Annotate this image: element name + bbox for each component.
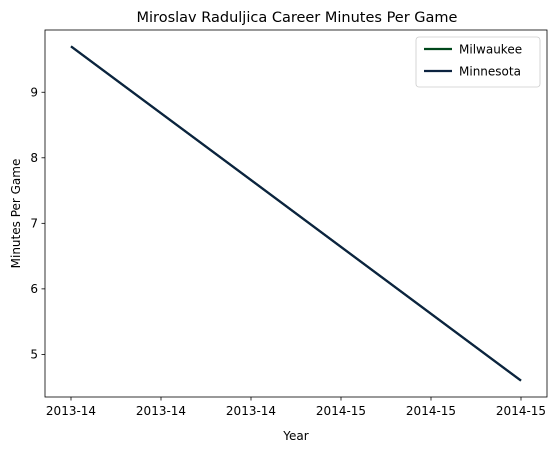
x-tick-label: 2014-15 [406, 404, 456, 418]
x-tick-label: 2013-14 [46, 404, 96, 418]
y-tick-label: 7 [30, 216, 38, 230]
x-tick-label: 2013-14 [226, 404, 276, 418]
x-tick-label: 2013-14 [136, 404, 186, 418]
plot-area: 5 6 7 8 9 2013-14 2013-14 2013-14 2014-15 2014-1… [30, 29, 548, 418]
legend-label-minnesota: Minnesota [459, 65, 521, 79]
x-tick-label: 2014-15 [496, 404, 546, 418]
y-axis-ticks: 5 6 7 8 9 [30, 85, 45, 361]
x-axis-label: Year [282, 429, 308, 443]
plot-frame [44, 29, 548, 398]
y-axis-label: Minutes Per Game [9, 159, 23, 269]
x-axis-ticks: 2013-14 2013-14 2013-14 2014-15 2014-15 2014-… [46, 397, 546, 418]
y-tick-label: 6 [30, 282, 38, 296]
chart-title: Miroslav Raduljica Career Minutes Per Ga… [137, 10, 458, 26]
legend-label-milwaukee: Milwaukee [459, 43, 522, 57]
y-tick-label: 5 [30, 347, 38, 361]
series-line-minnesota [70, 45, 522, 382]
series-layer [70, 45, 522, 382]
legend: Milwaukee Minnesota [415, 36, 541, 88]
y-tick-label: 9 [30, 85, 38, 99]
y-tick-label: 8 [30, 151, 38, 165]
x-tick-label: 2014-15 [316, 404, 366, 418]
